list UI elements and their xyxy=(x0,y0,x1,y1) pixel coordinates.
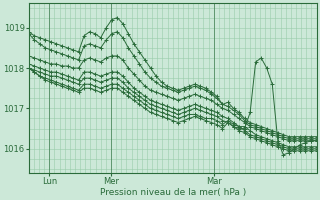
X-axis label: Pression niveau de la mer( hPa ): Pression niveau de la mer( hPa ) xyxy=(100,188,246,197)
